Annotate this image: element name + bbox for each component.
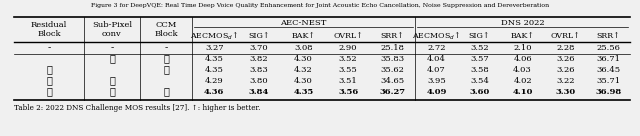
Text: 3.57: 3.57 xyxy=(470,55,489,63)
Text: 4.32: 4.32 xyxy=(294,66,313,74)
Text: ✓: ✓ xyxy=(46,87,52,97)
Text: 3.30: 3.30 xyxy=(556,88,575,96)
Text: 2.90: 2.90 xyxy=(339,44,357,52)
Text: DNS 2022: DNS 2022 xyxy=(500,19,544,27)
Text: ✓: ✓ xyxy=(109,76,115,86)
Text: 35.62: 35.62 xyxy=(381,66,404,74)
Text: SRR↑: SRR↑ xyxy=(381,32,404,40)
Text: OVRL↑: OVRL↑ xyxy=(550,32,580,40)
Text: 35.71: 35.71 xyxy=(596,77,621,85)
Text: 34.65: 34.65 xyxy=(381,77,404,85)
Text: 35.83: 35.83 xyxy=(381,55,404,63)
Text: 3.82: 3.82 xyxy=(250,55,268,63)
Text: OVRL↑: OVRL↑ xyxy=(333,32,363,40)
Text: 3.80: 3.80 xyxy=(250,77,268,85)
Text: BAK↑: BAK↑ xyxy=(291,32,316,40)
Text: Table 2: 2022 DNS Challenge MOS results [27]. ↑: higher is better.: Table 2: 2022 DNS Challenge MOS results … xyxy=(14,104,260,112)
Text: AECMOS$_d$↑: AECMOS$_d$↑ xyxy=(190,30,238,42)
Text: 4.04: 4.04 xyxy=(427,55,446,63)
Text: 4.07: 4.07 xyxy=(427,66,446,74)
Text: 36.27: 36.27 xyxy=(380,88,406,96)
Text: 4.36: 4.36 xyxy=(204,88,225,96)
Text: 4.09: 4.09 xyxy=(426,88,447,96)
Text: 4.35: 4.35 xyxy=(205,66,224,74)
Text: 3.26: 3.26 xyxy=(556,66,575,74)
Text: 3.27: 3.27 xyxy=(205,44,223,52)
Text: 3.08: 3.08 xyxy=(294,44,313,52)
Text: 4.30: 4.30 xyxy=(294,55,313,63)
Text: ✓: ✓ xyxy=(109,55,115,64)
Text: SIG↑: SIG↑ xyxy=(468,32,490,40)
Text: Sub-Pixel
conv: Sub-Pixel conv xyxy=(92,21,132,38)
Text: -: - xyxy=(110,44,114,52)
Text: 4.03: 4.03 xyxy=(513,66,532,74)
Text: 3.26: 3.26 xyxy=(556,55,575,63)
Text: ✓: ✓ xyxy=(46,66,52,75)
Text: 3.60: 3.60 xyxy=(469,88,490,96)
Text: 25.56: 25.56 xyxy=(596,44,620,52)
Text: -: - xyxy=(47,44,51,52)
Text: 2.72: 2.72 xyxy=(428,44,445,52)
Text: 3.56: 3.56 xyxy=(338,88,358,96)
Text: 4.30: 4.30 xyxy=(294,77,313,85)
Text: 3.55: 3.55 xyxy=(339,66,358,74)
Text: 4.10: 4.10 xyxy=(512,88,532,96)
Text: 3.22: 3.22 xyxy=(556,77,575,85)
Text: 4.29: 4.29 xyxy=(205,77,223,85)
Text: 2.10: 2.10 xyxy=(513,44,532,52)
Text: 3.52: 3.52 xyxy=(339,55,357,63)
Text: 3.58: 3.58 xyxy=(470,66,489,74)
Text: 2.28: 2.28 xyxy=(556,44,575,52)
Text: Residual
Block: Residual Block xyxy=(31,21,67,38)
Text: -: - xyxy=(164,44,168,52)
Text: 4.35: 4.35 xyxy=(205,55,224,63)
Text: 4.02: 4.02 xyxy=(513,77,532,85)
Text: 25.18: 25.18 xyxy=(381,44,404,52)
Text: ✓: ✓ xyxy=(163,66,169,75)
Text: SRR↑: SRR↑ xyxy=(596,32,620,40)
Text: ✓: ✓ xyxy=(163,87,169,97)
Text: 36.98: 36.98 xyxy=(595,88,621,96)
Text: 3.95: 3.95 xyxy=(427,77,446,85)
Text: 36.71: 36.71 xyxy=(596,55,621,63)
Text: BAK↑: BAK↑ xyxy=(511,32,534,40)
Text: Figure 3 for DeepVQE: Real Time Deep Voice Quality Enhancement for Joint Acousti: Figure 3 for DeepVQE: Real Time Deep Voi… xyxy=(91,4,549,8)
Text: 3.83: 3.83 xyxy=(250,66,268,74)
Text: 3.84: 3.84 xyxy=(249,88,269,96)
Text: CCM
Block: CCM Block xyxy=(154,21,178,38)
Text: AECMOS$_d$↑: AECMOS$_d$↑ xyxy=(412,30,461,42)
Text: 3.51: 3.51 xyxy=(339,77,358,85)
Text: ✓: ✓ xyxy=(109,87,115,97)
Text: 4.06: 4.06 xyxy=(513,55,532,63)
Text: 4.35: 4.35 xyxy=(293,88,314,96)
Text: AEC-NEST: AEC-NEST xyxy=(280,19,326,27)
Text: ✓: ✓ xyxy=(163,55,169,64)
Text: 3.70: 3.70 xyxy=(250,44,268,52)
Text: 3.54: 3.54 xyxy=(470,77,489,85)
Text: ✓: ✓ xyxy=(46,76,52,86)
Text: 36.45: 36.45 xyxy=(596,66,621,74)
Text: 3.52: 3.52 xyxy=(470,44,489,52)
Text: SIG↑: SIG↑ xyxy=(248,32,269,40)
